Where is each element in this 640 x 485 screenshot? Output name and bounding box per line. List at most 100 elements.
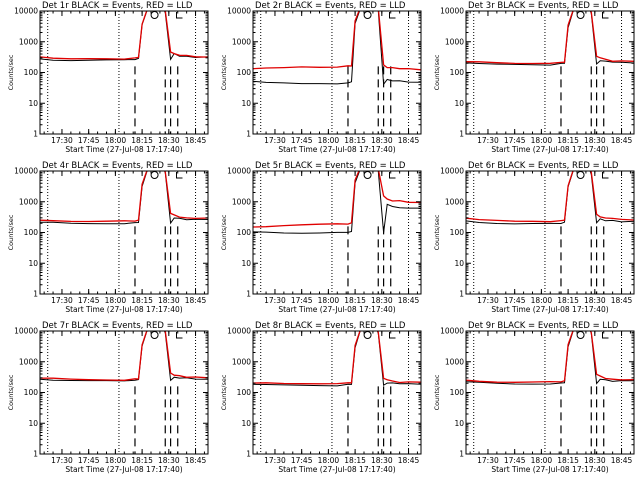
square-marker bbox=[176, 172, 183, 179]
x-tick-label: 18:45 bbox=[611, 296, 633, 305]
x-tick-label: 17:45 bbox=[291, 136, 313, 145]
panel-title: Det 3r BLACK = Events, RED = LLD bbox=[468, 1, 619, 11]
x-tick-label: 17:45 bbox=[504, 136, 526, 145]
x-axis-label: Start Time (27-Jul-08 17:17:40) bbox=[278, 145, 395, 154]
plot-frame bbox=[39, 330, 209, 455]
y-tick-label: 1 bbox=[33, 130, 38, 139]
plot-frame bbox=[39, 10, 209, 135]
y-tick-label: 100 bbox=[24, 228, 39, 237]
plot-frame bbox=[465, 330, 635, 455]
x-tick-label: 18:00 bbox=[531, 296, 553, 305]
circle-marker bbox=[363, 171, 372, 179]
y-axis-label: Counts/sec bbox=[7, 374, 15, 410]
y-tick-label: 100 bbox=[450, 228, 465, 237]
y-tick-label: 10000 bbox=[14, 7, 38, 16]
y-tick-label: 1000 bbox=[232, 357, 251, 366]
x-tick-label: 17:45 bbox=[78, 296, 100, 305]
x-tick-label: 17:30 bbox=[51, 456, 73, 465]
y-tick-label: 1000 bbox=[232, 37, 251, 46]
y-axis-label: Counts/sec bbox=[220, 374, 228, 410]
x-tick-label: 18:15 bbox=[131, 296, 153, 305]
x-tick-label: 17:45 bbox=[78, 136, 100, 145]
x-tick-label: 17:45 bbox=[504, 296, 526, 305]
y-axis-label: Counts/sec bbox=[433, 54, 441, 90]
panel-4: Det 4r BLACK = Events, RED = LLD 1 10 100 10… bbox=[7, 161, 209, 314]
x-tick-label: 18:30 bbox=[584, 296, 606, 305]
x-tick-label: 17:30 bbox=[264, 136, 286, 145]
panel-5: Det 5r BLACK = Events, RED = LLD 1 10 100 10… bbox=[220, 161, 422, 314]
x-axis-label: Start Time (27-Jul-08 17:17:40) bbox=[65, 145, 182, 154]
x-tick-label: 18:15 bbox=[557, 296, 579, 305]
y-tick-label: 10000 bbox=[14, 327, 38, 336]
circle-marker bbox=[363, 11, 372, 19]
circle-marker bbox=[576, 331, 585, 339]
panel-title: Det 4r BLACK = Events, RED = LLD bbox=[42, 161, 193, 171]
plot-frame bbox=[39, 170, 209, 295]
y-tick-label: 100 bbox=[237, 68, 252, 77]
y-tick-label: 10000 bbox=[440, 327, 464, 336]
x-tick-label: 18:45 bbox=[185, 456, 207, 465]
x-tick-label: 18:30 bbox=[158, 456, 180, 465]
y-tick-label: 1 bbox=[246, 130, 251, 139]
x-tick-label: 18:45 bbox=[185, 136, 207, 145]
x-tick-label: 17:30 bbox=[477, 456, 499, 465]
x-tick-label: 18:00 bbox=[105, 136, 127, 145]
x-axis-label: Start Time (27-Jul-08 17:17:40) bbox=[491, 305, 608, 314]
circle-marker bbox=[150, 171, 159, 179]
y-tick-label: 1 bbox=[246, 450, 251, 459]
y-axis-label: Counts/sec bbox=[7, 54, 15, 90]
x-tick-label: 18:30 bbox=[371, 296, 393, 305]
panel-title: Det 5r BLACK = Events, RED = LLD bbox=[255, 161, 406, 171]
y-tick-label: 100 bbox=[24, 68, 39, 77]
y-tick-label: 10 bbox=[454, 259, 464, 268]
x-tick-label: 18:15 bbox=[131, 456, 153, 465]
square-marker bbox=[602, 172, 609, 179]
lld-series-line bbox=[253, 171, 421, 228]
square-marker bbox=[389, 332, 396, 339]
x-tick-label: 17:30 bbox=[51, 136, 73, 145]
x-tick-label: 17:30 bbox=[477, 296, 499, 305]
plot-frame bbox=[252, 330, 422, 455]
events-series-line bbox=[253, 11, 421, 86]
x-tick-label: 18:30 bbox=[371, 136, 393, 145]
x-tick-label: 17:30 bbox=[477, 136, 499, 145]
y-tick-label: 10000 bbox=[227, 327, 251, 336]
x-tick-label: 18:15 bbox=[131, 136, 153, 145]
circle-marker bbox=[150, 11, 159, 19]
x-tick-label: 18:45 bbox=[611, 136, 633, 145]
x-tick-label: 18:00 bbox=[318, 456, 340, 465]
y-tick-label: 100 bbox=[24, 388, 39, 397]
panel-1: Det 1r BLACK = Events, RED = LLD 1 10 100 10… bbox=[7, 1, 209, 154]
x-tick-label: 18:15 bbox=[557, 136, 579, 145]
y-axis-label: Counts/sec bbox=[220, 54, 228, 90]
x-tick-label: 18:30 bbox=[158, 296, 180, 305]
x-tick-label: 18:45 bbox=[611, 456, 633, 465]
x-tick-label: 18:00 bbox=[531, 456, 553, 465]
x-tick-label: 18:45 bbox=[398, 296, 420, 305]
y-tick-label: 1 bbox=[459, 290, 464, 299]
x-tick-label: 18:45 bbox=[398, 136, 420, 145]
panel-title: Det 6r BLACK = Events, RED = LLD bbox=[468, 161, 619, 171]
x-tick-label: 18:30 bbox=[584, 136, 606, 145]
x-tick-label: 17:45 bbox=[291, 296, 313, 305]
square-marker bbox=[389, 172, 396, 179]
x-tick-label: 17:30 bbox=[264, 456, 286, 465]
x-tick-label: 17:30 bbox=[51, 296, 73, 305]
square-marker bbox=[176, 12, 183, 19]
y-tick-label: 10000 bbox=[14, 167, 38, 176]
x-axis-label: Start Time (27-Jul-08 17:17:40) bbox=[278, 465, 395, 474]
y-tick-label: 1000 bbox=[445, 197, 464, 206]
y-tick-label: 10000 bbox=[227, 167, 251, 176]
x-tick-label: 18:00 bbox=[105, 296, 127, 305]
y-tick-label: 1000 bbox=[19, 357, 38, 366]
y-tick-label: 1000 bbox=[19, 197, 38, 206]
y-tick-label: 10 bbox=[28, 419, 38, 428]
square-marker bbox=[389, 12, 396, 19]
x-tick-label: 18:00 bbox=[105, 456, 127, 465]
lld-series-line bbox=[40, 331, 208, 381]
y-tick-label: 10 bbox=[241, 259, 251, 268]
circle-marker bbox=[576, 11, 585, 19]
lld-series-line bbox=[253, 11, 421, 71]
square-marker bbox=[602, 332, 609, 339]
y-tick-label: 10 bbox=[241, 99, 251, 108]
